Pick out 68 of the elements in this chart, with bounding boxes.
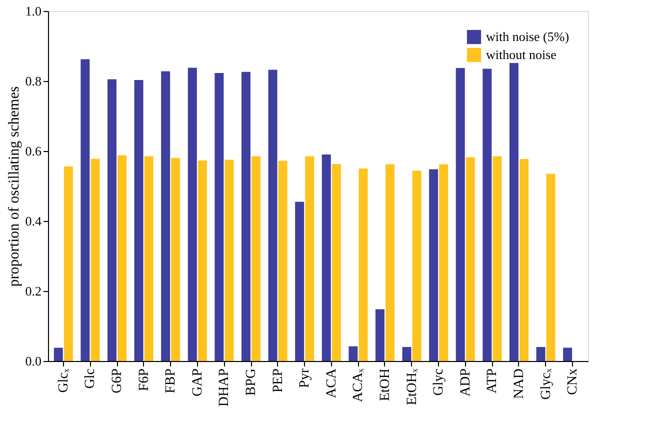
x-tick-label: Glyc	[432, 368, 447, 396]
x-tick-label: DHAP	[217, 368, 232, 407]
bar	[412, 170, 422, 361]
x-tick-label: EtOHₓ	[404, 368, 420, 406]
x-tick-label: ACA	[324, 368, 340, 398]
bar	[144, 156, 154, 361]
x-tick-label: BPG	[244, 368, 260, 396]
bar	[295, 202, 304, 361]
bar	[563, 348, 572, 361]
bar	[332, 164, 341, 361]
y-tick-label: 0.2	[25, 284, 42, 298]
legend-label: with noise (5%)	[486, 29, 570, 44]
x-tick-label: CNx	[566, 368, 581, 395]
x-tick-label: GAP	[190, 368, 206, 397]
x-tick-label: Glc	[83, 368, 98, 389]
x-tick-label: EtOH	[378, 368, 393, 402]
y-tick-label: 0.8	[25, 74, 42, 88]
bar	[64, 166, 73, 361]
bar	[429, 169, 438, 361]
x-tick-label: ADP	[458, 368, 474, 397]
bar	[118, 155, 127, 361]
bar	[536, 347, 546, 361]
y-tick-label: 0.4	[25, 214, 42, 228]
bar	[54, 348, 63, 361]
bar	[466, 157, 475, 361]
bar	[90, 158, 100, 361]
x-tick-label: G6P	[110, 368, 126, 394]
bar	[278, 160, 288, 361]
y-tick-label: 1.0	[25, 4, 42, 18]
bar	[198, 160, 207, 361]
bar	[348, 346, 358, 361]
bar	[241, 72, 250, 361]
bar	[224, 160, 234, 361]
bar	[520, 159, 529, 361]
x-tick-label: PEP	[270, 368, 286, 393]
bar	[171, 158, 180, 361]
x-tick-label: FBP	[164, 368, 179, 394]
bar	[386, 164, 395, 361]
bar	[358, 168, 368, 361]
bar	[305, 156, 314, 361]
legend-label: without noise	[486, 47, 557, 62]
x-tick-label: Glycₓ	[538, 368, 554, 400]
bar	[322, 154, 331, 361]
bar	[268, 70, 278, 361]
bar	[492, 156, 502, 361]
y-tick-label: 0.0	[25, 354, 42, 368]
bar	[107, 79, 116, 361]
x-tick-label: ATP	[485, 368, 500, 394]
x-tick-label: F6P	[136, 368, 152, 392]
bar	[252, 156, 261, 361]
bar	[402, 347, 412, 361]
bar	[439, 164, 448, 361]
bar	[214, 72, 224, 361]
x-tick-label: Glcₓ	[56, 368, 72, 393]
bar	[161, 71, 170, 361]
bar	[134, 80, 144, 361]
bar	[456, 68, 465, 361]
bar	[482, 68, 492, 361]
x-tick-label: ACAₓ	[351, 368, 366, 402]
bar	[509, 62, 518, 361]
bar	[80, 59, 90, 361]
bar	[188, 68, 197, 361]
x-tick-label: NAD	[512, 368, 527, 399]
y-tick-label: 0.6	[25, 144, 42, 158]
bar	[375, 309, 384, 361]
y-axis-title: proportion of oscillating schemes	[6, 86, 22, 287]
bar	[546, 174, 556, 361]
x-tick-label: Pyr	[298, 368, 313, 388]
